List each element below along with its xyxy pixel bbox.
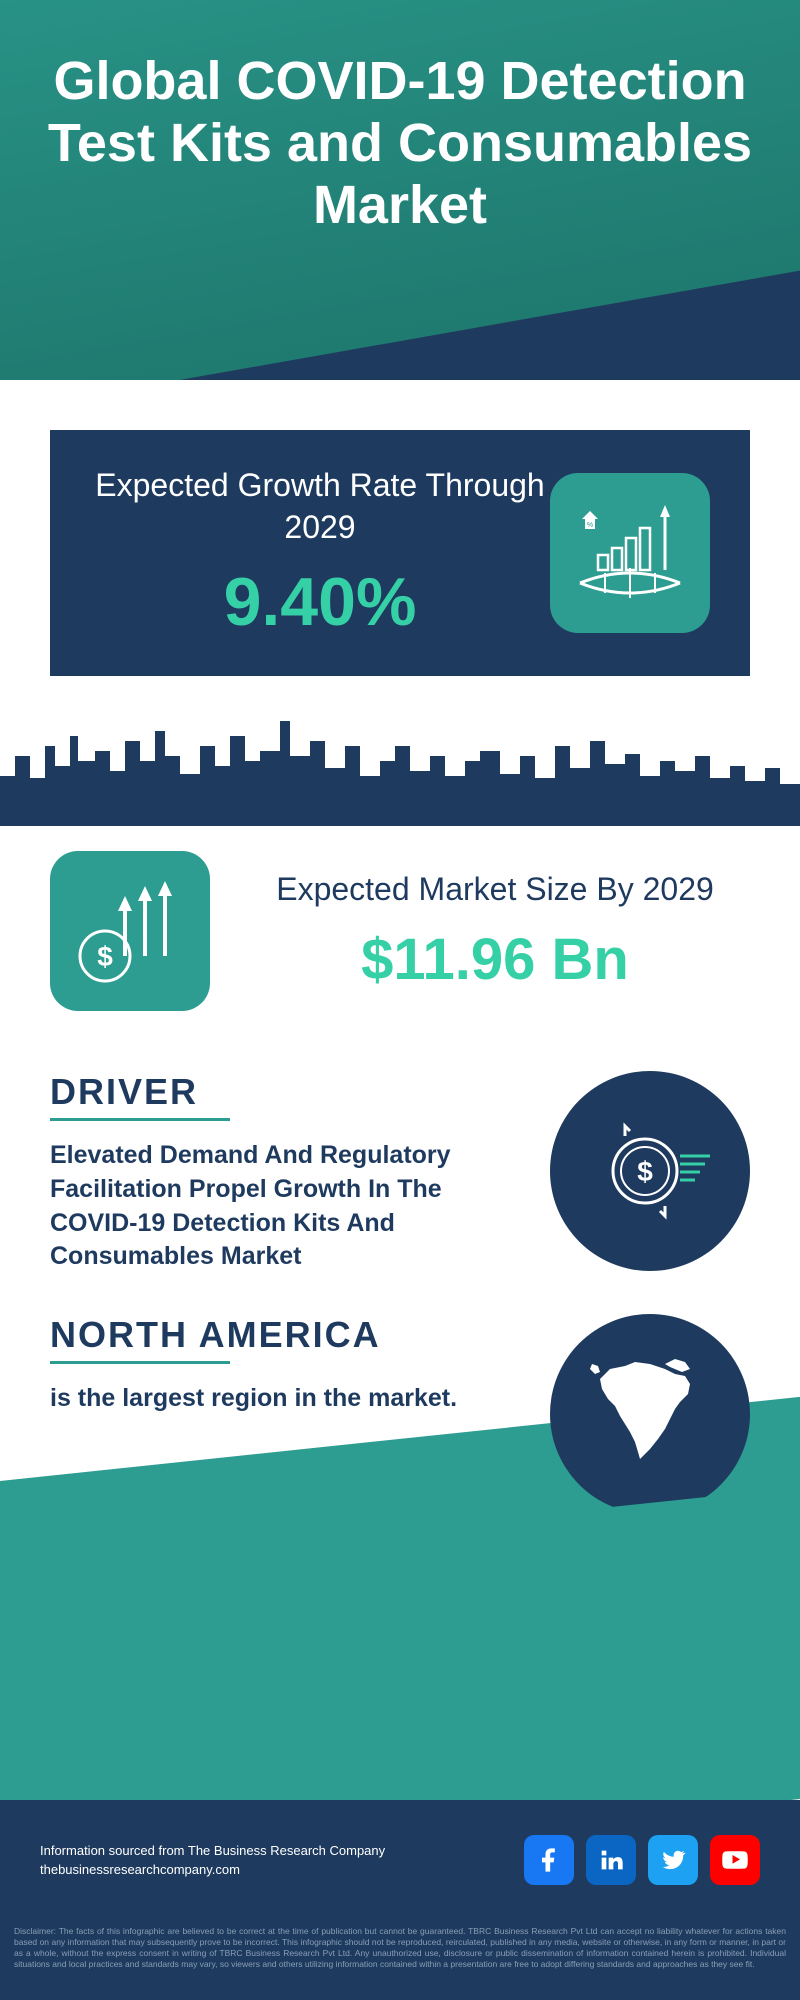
market-size-label: Expected Market Size By 2029 [240,869,750,911]
linkedin-icon[interactable] [586,1835,636,1885]
footer-source: Information sourced from The Business Re… [40,1841,385,1861]
money-flow-icon: $ [550,1071,750,1271]
youtube-icon[interactable] [710,1835,760,1885]
footer-band: Information sourced from The Business Re… [0,1800,800,1920]
market-size-text: Expected Market Size By 2029 $11.96 Bn [240,869,750,993]
footer-info: Information sourced from The Business Re… [40,1841,385,1880]
region-heading: NORTH AMERICA [50,1314,520,1356]
driver-text: DRIVER Elevated Demand And Regulatory Fa… [50,1071,520,1274]
driver-heading: DRIVER [50,1071,520,1113]
disclaimer-text: Disclaimer: The facts of this infographi… [0,1920,800,2000]
region-text: NORTH AMERICA is the largest region in t… [50,1314,520,1416]
header-banner: Global COVID-19 Detection Test Kits and … [0,0,800,380]
market-size-value: $11.96 Bn [240,926,750,993]
region-body: is the largest region in the market. [50,1382,520,1416]
growth-rate-value: 9.40% [90,563,550,641]
growth-chart-icon: % [550,473,710,633]
svg-text:$: $ [97,941,113,972]
region-underline [50,1361,230,1364]
north-america-map-icon [550,1314,750,1514]
growth-rate-card: Expected Growth Rate Through 2029 9.40% … [50,430,750,676]
city-skyline-divider [0,706,800,826]
twitter-icon[interactable] [648,1835,698,1885]
driver-body: Elevated Demand And Regulatory Facilitat… [50,1139,520,1274]
page-title: Global COVID-19 Detection Test Kits and … [0,50,800,236]
growth-rate-text: Expected Growth Rate Through 2029 9.40% [90,465,550,641]
footer-url: thebusinessresearchcompany.com [40,1860,385,1880]
growth-rate-label: Expected Growth Rate Through 2029 [90,465,550,548]
social-icons-row [524,1835,760,1885]
driver-section: DRIVER Elevated Demand And Regulatory Fa… [50,1071,750,1274]
dollar-growth-icon: $ [50,851,210,1011]
region-section: NORTH AMERICA is the largest region in t… [50,1314,750,1514]
facebook-icon[interactable] [524,1835,574,1885]
svg-text:$: $ [637,1156,653,1187]
market-size-card: $ Expected Market Size By 2029 $11.96 Bn [50,851,750,1011]
svg-text:%: % [587,522,593,529]
driver-underline [50,1118,230,1121]
